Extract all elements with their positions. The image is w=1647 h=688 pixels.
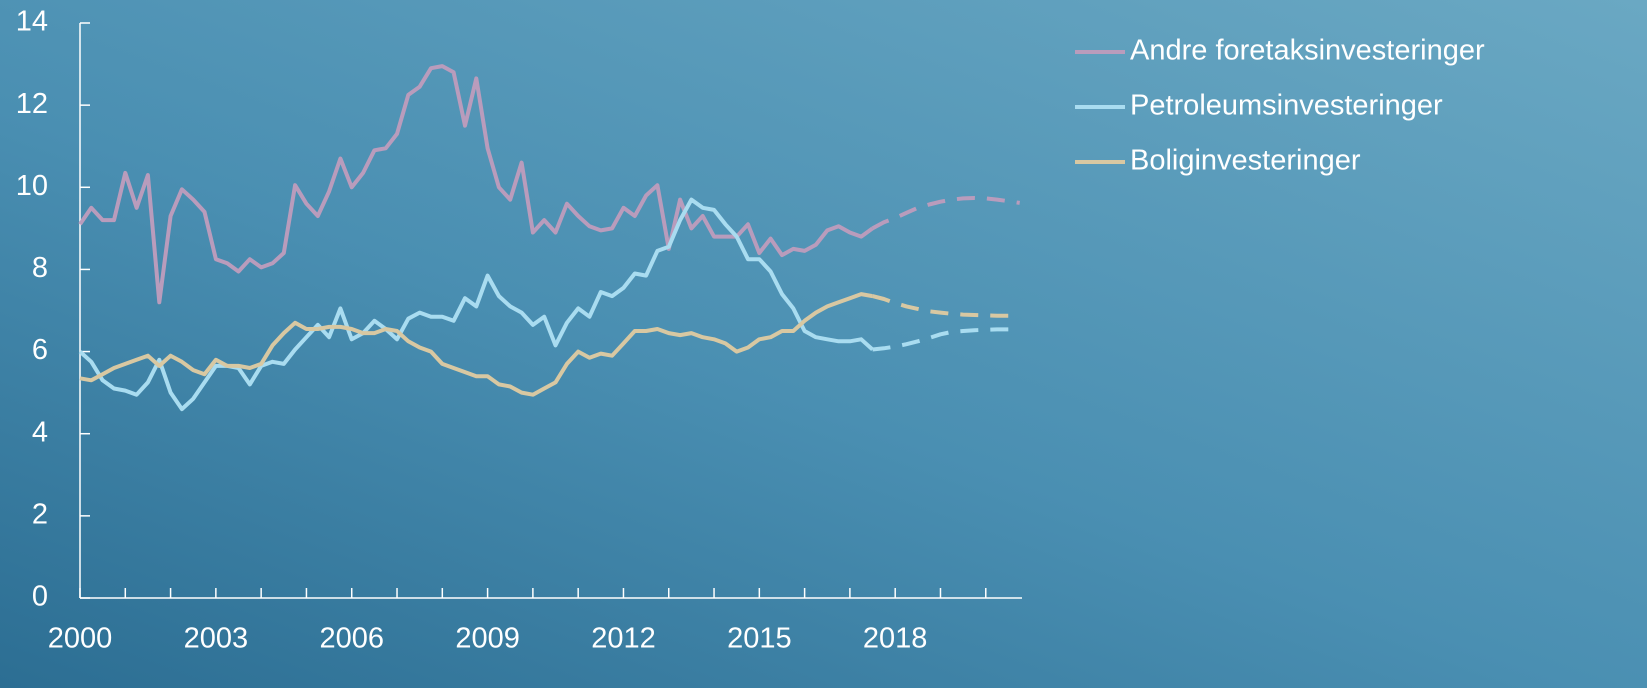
y-tick-label: 10	[16, 170, 48, 202]
legend-label: Andre foretaksinvesteringer	[1130, 35, 1485, 67]
y-tick-label: 0	[32, 581, 48, 613]
series-line	[79, 292, 873, 397]
y-tick-label: 6	[32, 334, 48, 366]
series-line	[78, 197, 874, 412]
x-tick-label: 2006	[319, 623, 384, 655]
y-tick-label: 12	[16, 88, 48, 120]
x-tick-label: 2012	[591, 623, 656, 655]
series-line	[78, 64, 874, 305]
series-forecast-line	[871, 196, 1020, 231]
legend-label: Petroleumsinvesteringer	[1130, 90, 1443, 122]
y-tick-label: 2	[32, 499, 48, 531]
legend-label: Boliginvesteringer	[1130, 145, 1361, 177]
series-forecast-line	[872, 327, 1020, 352]
y-tick-label: 4	[32, 416, 48, 448]
y-tick-label: 14	[16, 6, 48, 38]
x-tick-label: 2003	[184, 623, 249, 655]
x-tick-label: 2009	[455, 623, 520, 655]
x-tick-label: 2000	[48, 623, 113, 655]
y-tick-label: 8	[32, 252, 48, 284]
x-tick-label: 2015	[727, 623, 792, 655]
series-forecast-line	[872, 294, 1020, 318]
x-tick-label: 2018	[863, 623, 928, 655]
